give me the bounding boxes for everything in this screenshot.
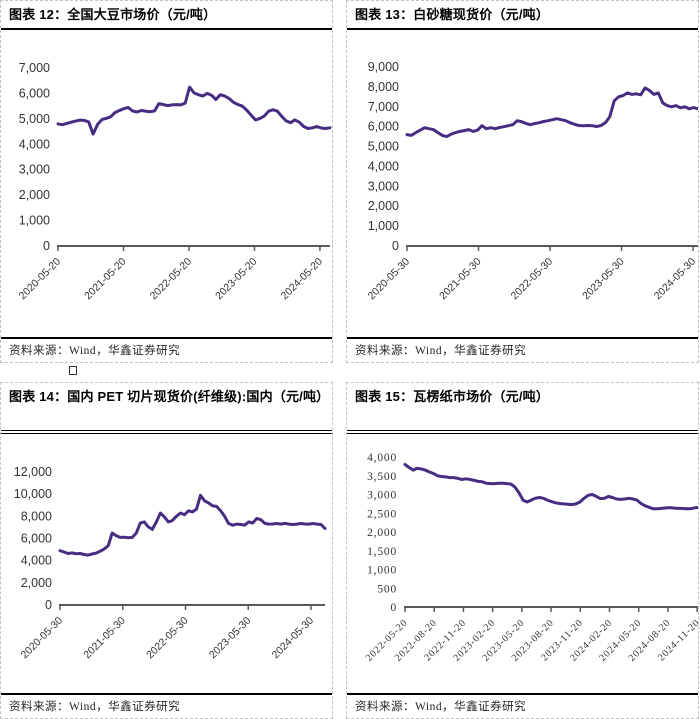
- y-axis-tick-label: 4,000: [368, 160, 399, 174]
- y-axis-tick-label: 2,000: [367, 527, 397, 539]
- source-note: 资料来源：Wind，华鑫证券研究: [1, 337, 332, 362]
- source-note: 资料来源：Wind，华鑫证券研究: [1, 693, 332, 718]
- x-axis-tick-label: 2024-05-30: [652, 256, 698, 303]
- x-axis-tick-label: 2024-05-20: [279, 256, 326, 303]
- data-series-line: [405, 86, 698, 139]
- y-axis-tick-label: 1,000: [367, 565, 397, 577]
- y-axis-tick-label: 7,000: [19, 61, 50, 75]
- y-axis-tick-label: 4,000: [19, 137, 50, 151]
- stray-square-artifact: [69, 366, 77, 375]
- x-axis-tick-label: 2021-05-30: [437, 256, 484, 303]
- y-axis-tick-label: 4,000: [21, 554, 52, 568]
- y-axis-tick-label: 2,000: [19, 188, 50, 202]
- x-axis-tick-label: 2024-05-30: [270, 615, 317, 662]
- x-axis-tick-label: 2023-05-30: [580, 256, 627, 303]
- y-axis-tick-label: 3,000: [19, 163, 50, 177]
- y-axis-tick-label: 3,500: [367, 471, 397, 483]
- chart-title: 图表 12：全国大豆市场价（元/吨）: [1, 1, 332, 31]
- chart-title: 图表 14：国内 PET 切片现货价(纤维级):国内（元/吨）: [1, 383, 332, 434]
- x-axis-tick-label: 2020-05-30: [366, 256, 413, 303]
- x-axis-tick-label: 2021-05-30: [81, 615, 128, 662]
- x-axis-tick-label: 2020-05-30: [19, 615, 66, 662]
- y-axis-tick-label: 2,000: [368, 199, 399, 213]
- y-axis-tick-label: 6,000: [368, 120, 399, 134]
- x-axis-tick-label: 2021-05-20: [82, 256, 129, 303]
- panel-chart-14: 图表 14：国内 PET 切片现货价(纤维级):国内（元/吨） 0 2,000 4,…: [0, 382, 333, 719]
- panel-chart-12: 图表 12：全国大豆市场价（元/吨） 0 1,000 2,000 3,000 4,000…: [0, 0, 333, 363]
- y-axis-tick-label: 8,000: [21, 509, 52, 523]
- chart-svg: 0 2,000 4,000 6,000 8,000 10,000 12,000 2020-05…: [14, 465, 327, 662]
- y-axis-tick-label: 1,000: [368, 219, 399, 233]
- y-axis-tick-label: 1,500: [367, 546, 397, 558]
- chart-svg: 0 1,000 2,000 3,000 4,000 5,000 6,000 7,000 8,00…: [366, 60, 698, 303]
- y-axis-tick-label: 5,000: [368, 140, 399, 154]
- line-chart-corrugated-paper: 0 500 1,000 1,500 2,000 2,500 3,000 3,500 4,000 2…: [347, 434, 698, 693]
- x-axis-tick-label: 2022-05-20: [148, 256, 195, 303]
- source-note: 资料来源：Wind，华鑫证券研究: [347, 337, 698, 362]
- x-axis-tick-label: 2023-05-30: [207, 615, 254, 662]
- y-axis-tick-label: 3,000: [367, 490, 397, 502]
- chart-title: 图表 13：白砂糖现货价（元/吨）: [347, 1, 698, 31]
- x-axis-tick-label: 2022-05-30: [144, 615, 191, 662]
- chart-svg: 0 1,000 2,000 3,000 4,000 5,000 6,000 7,000 2020…: [17, 61, 332, 303]
- y-axis-tick-label: 500: [377, 583, 397, 595]
- y-axis-tick-label: 2,000: [21, 576, 52, 590]
- y-axis-tick-label: 7,000: [368, 100, 399, 114]
- y-axis-tick-label: 2,500: [367, 508, 397, 520]
- y-axis-tick-label: 3,000: [368, 179, 399, 193]
- panel-chart-15: 图表 15：瓦楞纸市场价（元/吨） 0 500 1,000 1,500 2,000 2,5…: [346, 382, 699, 719]
- chart-title: 图表 15：瓦楞纸市场价（元/吨）: [347, 383, 698, 434]
- y-axis-tick-label: 6,000: [21, 532, 52, 546]
- y-axis-tick-label: 0: [390, 602, 397, 614]
- x-axis-tick-label: 2023-05-20: [213, 256, 260, 303]
- panel-chart-13: 图表 13：白砂糖现货价（元/吨） 0 1,000 2,000 3,000 4,000 5…: [346, 0, 699, 363]
- y-axis-tick-label: 0: [45, 598, 52, 612]
- y-axis-tick-label: 6,000: [19, 87, 50, 101]
- line-chart-soybean: 0 1,000 2,000 3,000 4,000 5,000 6,000 7,000 2020…: [1, 30, 332, 337]
- x-axis-tick-label: 2022-05-30: [509, 256, 556, 303]
- y-axis-tick-label: 0: [43, 239, 50, 253]
- y-axis-tick-label: 12,000: [14, 465, 52, 479]
- y-axis-tick-label: 9,000: [368, 60, 399, 74]
- y-axis-tick-label: 1,000: [19, 214, 50, 228]
- y-axis-tick-label: 4,000: [367, 452, 397, 464]
- y-axis-tick-label: 8,000: [368, 80, 399, 94]
- y-axis-tick-label: 0: [392, 239, 399, 253]
- data-series-line: [403, 463, 698, 511]
- source-note: 资料来源：Wind，华鑫证券研究: [347, 693, 698, 718]
- data-series-line: [58, 493, 327, 557]
- data-series-line: [56, 85, 332, 136]
- chart-svg: 05001,0001,5002,0002,5003,0003,5004,0002…: [364, 452, 698, 664]
- line-chart-sugar: 0 1,000 2,000 3,000 4,000 5,000 6,000 7,000 8,00…: [347, 30, 698, 337]
- y-axis-tick-label: 5,000: [19, 112, 50, 126]
- y-axis-tick-label: 10,000: [14, 487, 52, 501]
- x-axis-tick-label: 2020-05-20: [17, 256, 64, 303]
- line-chart-pet-chip: 0 2,000 4,000 6,000 8,000 10,000 12,000 2020-05…: [1, 434, 332, 693]
